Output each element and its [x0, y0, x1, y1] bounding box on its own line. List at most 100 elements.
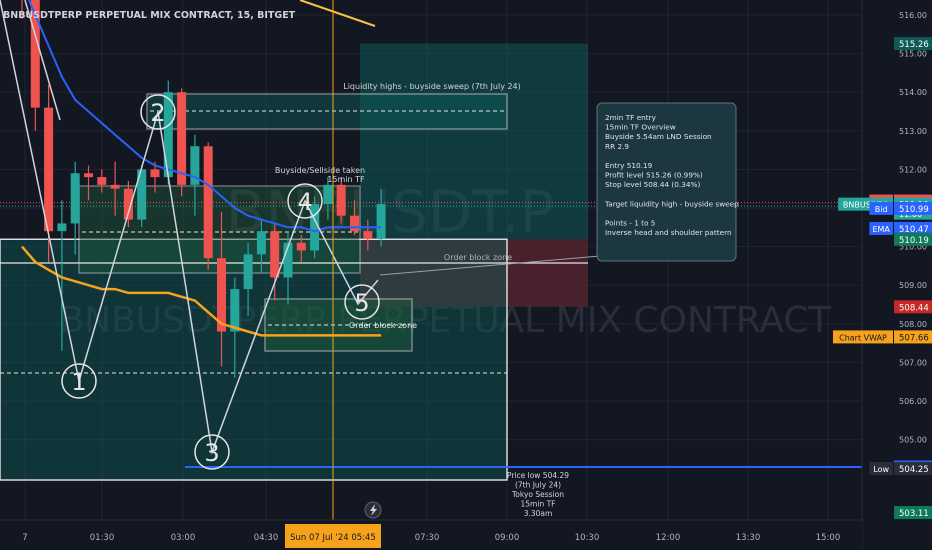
buyside-taken-label: Buyside/Sellside taken	[275, 166, 365, 175]
time-tick: 7	[22, 533, 27, 543]
pattern-point-label: 2	[150, 99, 165, 127]
price-low-note: Price low 504.29	[507, 471, 569, 480]
info-line: 15min TF Overview	[605, 123, 676, 132]
pattern-point-label: 1	[71, 368, 86, 396]
watermark-subtitle: BNBUSDTPERP PERPETUAL MIX CONTRACT	[59, 300, 831, 341]
price-label-tag: EMA	[872, 225, 890, 234]
price-tick: 512.00	[899, 165, 927, 174]
time-cursor-label: Sun 07 Jul '24 05:45	[285, 524, 381, 548]
wma-line	[299, 0, 376, 27]
price-tick: 510.00	[899, 243, 927, 252]
price-label: 504.25 Low	[869, 462, 932, 476]
candle	[190, 134, 200, 216]
price-label-tag: Low	[873, 465, 889, 474]
time-tick: 09:00	[495, 533, 520, 543]
info-line: Stop level 508.44 (0.34%)	[605, 180, 700, 189]
candle	[296, 235, 306, 263]
price-label: 515.26	[894, 37, 932, 51]
pattern-point-label: 3	[204, 439, 219, 467]
price-low-note: 3.30am	[524, 509, 553, 518]
candle	[323, 177, 333, 220]
pattern-point: 3	[194, 434, 230, 470]
candle	[123, 180, 133, 228]
candle	[350, 200, 359, 236]
candle	[137, 165, 147, 228]
lower-zone-border	[0, 238, 508, 481]
price-label: 510.47 EMA	[869, 221, 932, 235]
lower-zone	[0, 239, 507, 480]
chart-title: BNBUSDTPERP PERPETUAL MIX CONTRACT, 15, …	[3, 10, 296, 21]
candle	[70, 161, 80, 255]
info-line: RR 2.9	[605, 142, 629, 151]
price-label-value: 510.19	[899, 236, 929, 246]
time-tick: 04:30	[254, 533, 279, 543]
order-block-label-upper: Order block zone	[444, 253, 512, 262]
price-tick: 508.00	[899, 320, 927, 329]
price-label-tag: Bid	[875, 205, 888, 214]
price-label: 507.66 Chart VWAP	[833, 330, 932, 344]
order-block-label-lower: Order block zone	[349, 321, 417, 330]
price-label-tag: Chart VWAP	[839, 333, 887, 342]
info-line: 2min TF entry	[605, 113, 657, 122]
pattern-path	[0, 0, 379, 455]
price-label-value: 507.66	[899, 333, 929, 343]
pattern-point-label: 5	[354, 289, 369, 317]
price-low-note: Tokyo Session	[511, 490, 564, 499]
price-label: 510.99 Bid	[869, 201, 932, 215]
pattern-point: 4	[287, 183, 323, 219]
liquidity-high-label: Liquidity highs - buyside sweep (7th Jul…	[343, 82, 521, 91]
info-line: Entry 510.19	[605, 161, 653, 170]
time-tick: 12:00	[656, 533, 681, 543]
candles	[21, 0, 386, 378]
pattern-point: 2	[140, 94, 176, 130]
info-line: Target liquidity high - buyside sweep	[604, 199, 739, 208]
candle	[177, 88, 187, 197]
price-label: 508.44	[894, 300, 932, 314]
vwap-line	[21, 245, 382, 337]
price-axis[interactable]	[862, 0, 932, 550]
pattern-point: 1	[61, 363, 97, 399]
pattern-point: 5	[344, 284, 380, 320]
time-tick: 13:30	[736, 533, 761, 543]
info-line: Buyside 5.54am LND Session	[605, 132, 712, 141]
price-label-value: 503.11	[899, 509, 929, 519]
price-tick: 505.00	[899, 436, 927, 445]
price-label-value: 508.44	[899, 303, 929, 313]
price-tick: 506.00	[899, 397, 927, 406]
price-low-note: 15min TF	[521, 500, 556, 509]
buyside-taken-tf: 15min TF	[327, 175, 365, 184]
candle	[110, 161, 120, 216]
candle	[57, 200, 67, 351]
lightning-icon[interactable]	[364, 501, 382, 519]
price-label-tag: BNBUSDT.P	[843, 201, 889, 210]
time-tick: 03:00	[171, 533, 196, 543]
candle	[256, 219, 266, 274]
candle	[30, 0, 40, 131]
pattern-point-label: 4	[297, 188, 312, 216]
price-low-note: (7th July 24)	[515, 481, 561, 490]
price-tick: 516.00	[899, 11, 927, 20]
candle	[376, 188, 386, 247]
candle	[363, 219, 373, 251]
ema-line	[27, 0, 382, 233]
price-label-value: 504.25	[899, 465, 929, 475]
candle	[310, 196, 320, 259]
time-tick: 15:00	[816, 533, 841, 543]
time-axis[interactable]	[0, 520, 862, 550]
price-tick: 514.00	[899, 88, 927, 97]
info-line: Points - 1 to 5	[605, 219, 655, 228]
price-label-value: 510.99	[899, 205, 929, 215]
price-tick: 509.00	[899, 281, 927, 290]
candle	[97, 169, 107, 193]
candle	[336, 177, 346, 224]
price-label: 503.11	[894, 506, 932, 520]
candle	[84, 165, 93, 201]
candle	[150, 161, 160, 193]
time-cursor-text: Sun 07 Jul '24 05:45	[290, 533, 376, 543]
candle	[243, 242, 253, 317]
price-tick: 513.00	[899, 127, 927, 136]
info-line: Inverse head and shoulder pattern	[605, 228, 732, 237]
time-tick: 07:30	[415, 533, 440, 543]
